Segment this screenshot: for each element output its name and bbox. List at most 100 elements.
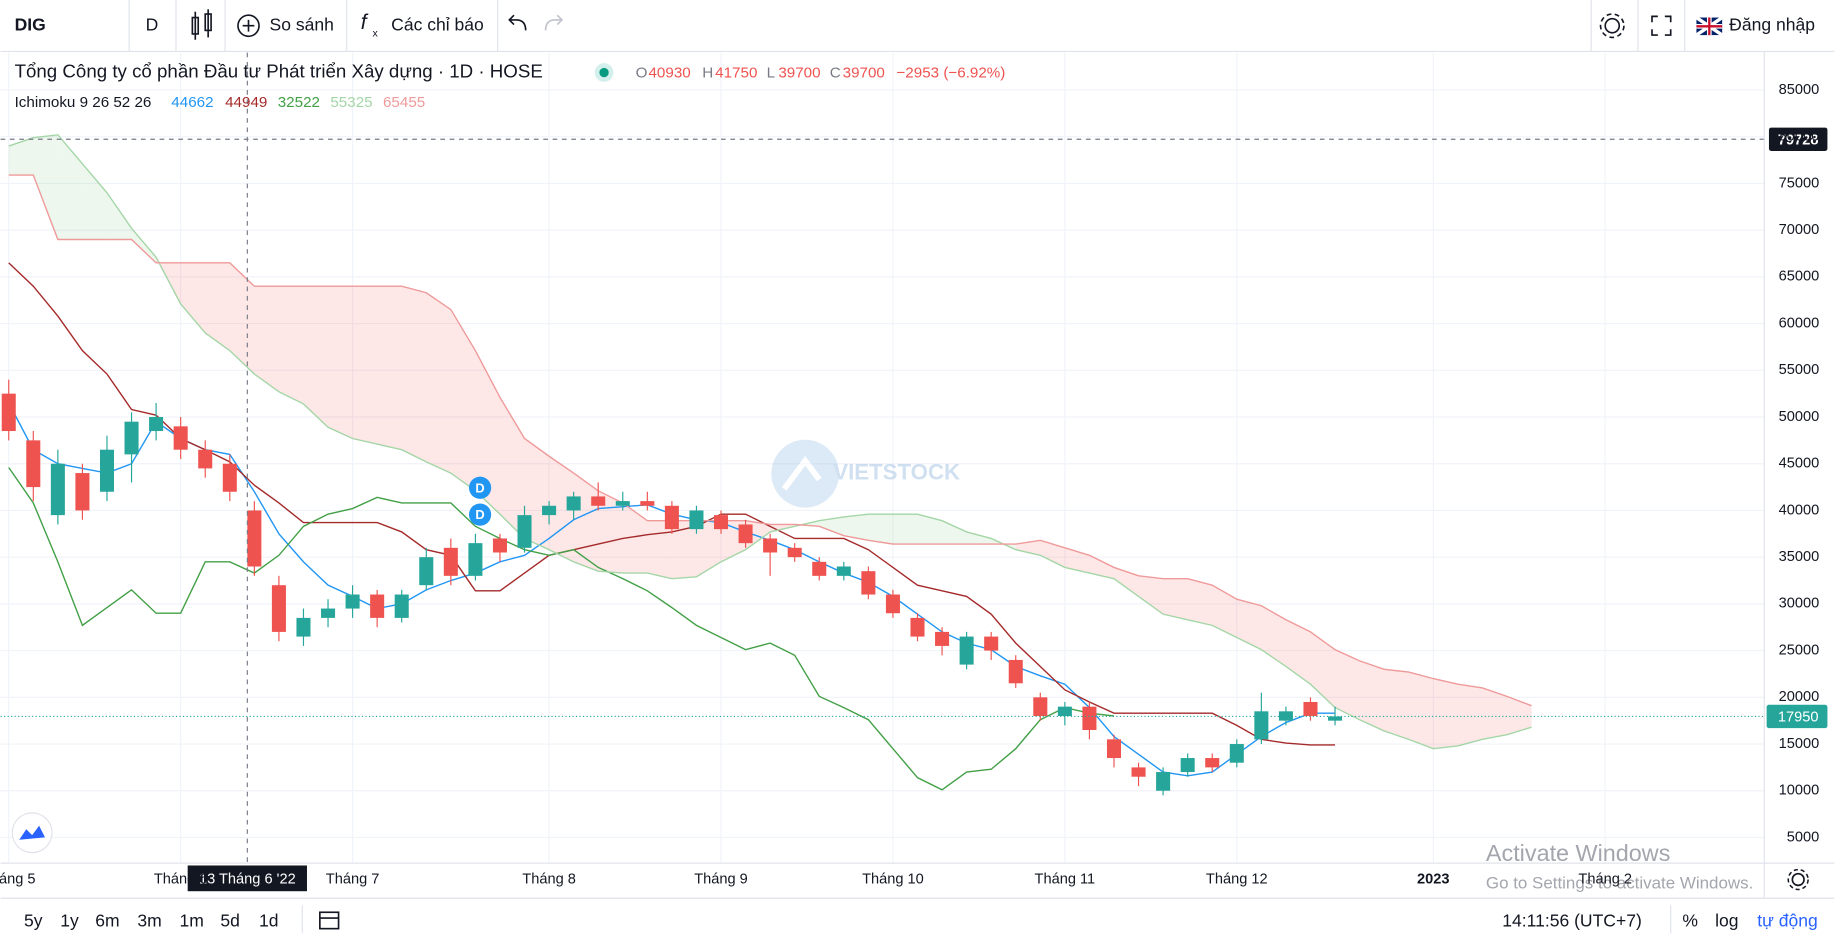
y-tick-label: 75000 bbox=[1779, 175, 1820, 191]
timeframe-button[interactable]: 1d bbox=[259, 910, 279, 930]
candle-body bbox=[321, 608, 336, 618]
symbol[interactable]: DIG bbox=[15, 14, 46, 34]
crosshair-price: 79728 bbox=[1778, 132, 1819, 148]
dividend-marker[interactable] bbox=[468, 476, 492, 499]
interval[interactable]: D bbox=[146, 14, 159, 34]
cloud-segment bbox=[33, 134, 58, 240]
timeframe-button[interactable]: 6m bbox=[95, 910, 119, 930]
date-range-button[interactable] bbox=[319, 911, 340, 930]
chart-type-button[interactable] bbox=[191, 9, 212, 40]
axis-settings-button[interactable] bbox=[1791, 872, 1805, 887]
cloud-segment bbox=[1433, 678, 1458, 749]
cloud-segment bbox=[1187, 578, 1213, 626]
cloud-segment bbox=[426, 292, 451, 474]
indicators-button[interactable]: Các chỉ báo bbox=[391, 14, 484, 34]
candle-body bbox=[26, 440, 41, 488]
login-button[interactable]: Đăng nhập bbox=[1729, 14, 1815, 34]
settings-button[interactable] bbox=[1604, 17, 1621, 34]
candle-body bbox=[271, 585, 286, 632]
grid bbox=[0, 52, 1765, 864]
cloud-segment bbox=[205, 262, 230, 351]
candle-body bbox=[247, 510, 262, 567]
y-tick-label: 45000 bbox=[1779, 456, 1820, 472]
indicator-value: 65455 bbox=[383, 94, 425, 111]
market-status-dot bbox=[599, 67, 609, 78]
candle-body bbox=[664, 505, 679, 530]
candle-body bbox=[566, 496, 581, 511]
cloud-segment bbox=[1236, 599, 1262, 650]
cloud-segment bbox=[1285, 619, 1311, 685]
cloud-segment bbox=[8, 137, 34, 176]
candle-body bbox=[1033, 697, 1048, 716]
logo-button[interactable] bbox=[11, 812, 53, 854]
cloud-segment bbox=[1261, 605, 1286, 667]
crosshair-price-tag bbox=[1768, 127, 1828, 151]
candle-body bbox=[1254, 711, 1269, 740]
indicator-value: 55325 bbox=[330, 94, 372, 111]
timeframe-button[interactable]: 5d bbox=[220, 910, 240, 930]
ohlc-open: 40930 bbox=[648, 65, 690, 82]
candle-body bbox=[738, 524, 753, 544]
overlay: 79728 17950 13 Tháng 6 '22 bbox=[0, 127, 1828, 892]
ohlc-letter: C bbox=[830, 65, 841, 82]
cloud-segment bbox=[1089, 555, 1114, 579]
ohlc-close: 39700 bbox=[843, 65, 885, 82]
compare-icon[interactable] bbox=[237, 14, 260, 38]
timeframe-button[interactable]: 1y bbox=[60, 910, 79, 930]
cloud-segment bbox=[1113, 567, 1139, 597]
indicator-name[interactable]: Ichimoku 9 26 52 26 bbox=[15, 94, 152, 111]
candle-body bbox=[419, 557, 434, 586]
cloud-segment bbox=[696, 520, 722, 577]
timeframe-button[interactable]: 3m bbox=[137, 910, 161, 930]
candle-body bbox=[1156, 772, 1171, 791]
compare-button[interactable]: So sánh bbox=[270, 14, 334, 34]
y-tick-label: 40000 bbox=[1779, 502, 1820, 518]
candle-body bbox=[296, 617, 311, 637]
candle-body bbox=[1205, 758, 1220, 768]
indicator-value: 44949 bbox=[225, 94, 267, 111]
cloud-segment bbox=[57, 134, 83, 240]
cloud-segment bbox=[303, 286, 329, 428]
x-tick-label: Tháng 12 bbox=[1206, 871, 1268, 887]
indicator-value: 32522 bbox=[278, 94, 320, 111]
x-tick-label: Tháng 9 bbox=[694, 871, 748, 887]
cloud-segment bbox=[622, 502, 648, 574]
x-tick-label: Tháng 8 bbox=[522, 871, 576, 887]
candle-body bbox=[517, 515, 532, 548]
candle-body bbox=[935, 631, 950, 646]
timeframe-button[interactable]: 5y bbox=[24, 910, 43, 930]
settings-icon bbox=[1599, 13, 1625, 39]
candle-body bbox=[1303, 701, 1318, 716]
percent-toggle[interactable]: % bbox=[1682, 910, 1698, 930]
cloud-segment bbox=[229, 262, 255, 375]
candle-body bbox=[542, 505, 557, 516]
cloud-segment bbox=[1408, 672, 1434, 749]
dividend-marker[interactable] bbox=[468, 503, 492, 526]
redo-button[interactable] bbox=[544, 14, 564, 31]
undo-button[interactable] bbox=[508, 14, 527, 31]
candle-body bbox=[198, 449, 213, 469]
log-toggle[interactable]: log bbox=[1715, 910, 1738, 930]
candle-body bbox=[787, 547, 802, 558]
candle-body bbox=[1180, 758, 1195, 773]
candle-body bbox=[1057, 706, 1072, 716]
cloud-segment bbox=[1310, 631, 1336, 708]
y-tick-label: 20000 bbox=[1779, 689, 1820, 705]
x-tick-label: Tháng 10 bbox=[862, 871, 924, 887]
y-tick-label: 5000 bbox=[1787, 829, 1820, 845]
timeframe-button[interactable]: 1m bbox=[179, 910, 203, 930]
logo-icon bbox=[19, 825, 45, 840]
y-tick-label: 25000 bbox=[1779, 642, 1820, 658]
dividend-marker-label: D bbox=[475, 480, 484, 495]
candle-body bbox=[615, 501, 630, 506]
fullscreen-button[interactable] bbox=[1651, 15, 1672, 36]
ichimoku-cloud bbox=[8, 134, 1532, 749]
y-tick-label: 85000 bbox=[1779, 82, 1820, 98]
flag-icon bbox=[1695, 16, 1724, 37]
auto-toggle[interactable]: tự động bbox=[1757, 910, 1817, 930]
cloud-segment bbox=[1138, 575, 1164, 615]
cloud-segment bbox=[1384, 669, 1409, 740]
cloud-segment bbox=[1163, 578, 1188, 620]
ohlc-low: 39700 bbox=[778, 65, 820, 82]
